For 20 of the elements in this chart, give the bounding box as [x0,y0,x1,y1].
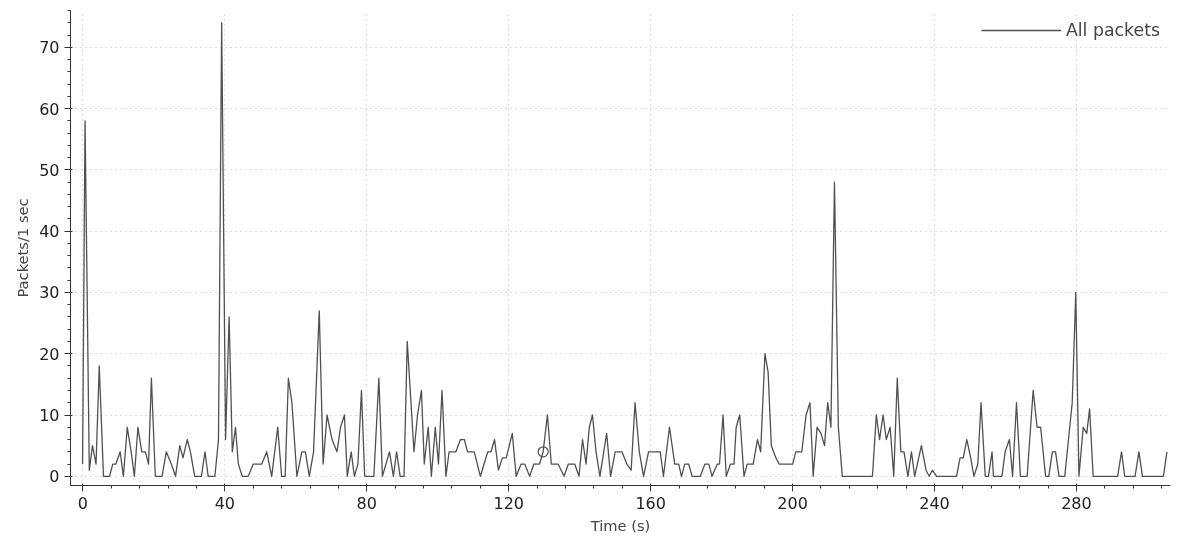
x-tick-label: 200 [777,493,808,513]
x-axis-title: Time (s) [589,516,651,534]
x-tick-label: 120 [493,493,524,513]
y-tick-label: 0 [49,467,60,487]
x-tick-label: 240 [919,493,950,513]
line-series [81,22,1168,477]
y-tick-label: 10 [39,406,60,426]
y-tick-label: 70 [39,38,60,58]
x-tick-label: 0 [77,493,89,513]
x-tick-label: 160 [635,493,666,513]
legend-label: All packets [1065,20,1160,40]
y-tick-label: 40 [39,222,60,242]
y-axis-title: Packets/1 sec [14,198,32,298]
x-tick-label: 280 [1061,493,1092,513]
y-tick-label: 20 [39,344,60,364]
y-tick-label: 60 [39,99,60,119]
x-tick-label: 40 [214,493,236,513]
y-tick-label: 50 [39,160,60,180]
y-tick-label: 30 [39,283,60,303]
x-tick-label: 80 [356,493,377,513]
